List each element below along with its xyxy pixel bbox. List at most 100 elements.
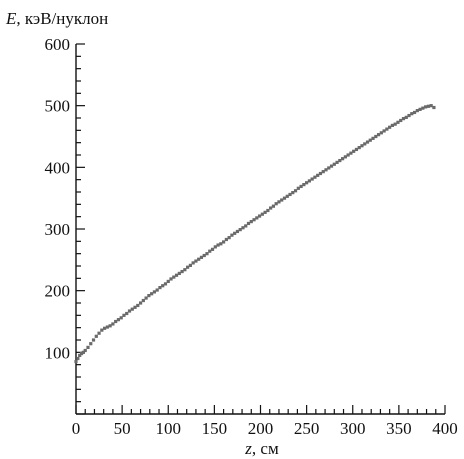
data-point [81,350,85,354]
data-point [188,263,192,267]
x-tick-label: 200 [248,419,274,438]
data-point [266,208,270,213]
data-point [252,218,256,222]
data-point [224,237,228,242]
data-point [277,200,281,204]
data-point [396,120,400,124]
data-point [429,104,433,108]
data-point [341,157,345,161]
data-point [363,142,367,146]
data-point [293,189,298,193]
y-axis-title: E, кэВ/нуклон [5,9,108,28]
data-point [246,221,251,226]
y-tick-label: 300 [45,220,71,239]
data-point [105,325,109,329]
y-tick-label: 500 [45,97,71,116]
data-point [432,105,436,110]
data-point [324,168,328,172]
data-point [97,331,101,335]
y-tick-label: 100 [45,343,71,362]
data-point [271,204,276,208]
data-points [74,104,436,364]
data-point [147,294,151,298]
data-point [222,240,226,244]
data-point [316,173,320,177]
data-point [155,288,159,292]
data-point [255,216,259,220]
data-point [216,243,220,247]
y-axis-symbol: E [5,9,17,28]
data-point [390,123,395,127]
data-point [119,316,123,320]
data-point [166,279,170,284]
data-point [393,122,397,126]
data-point [230,233,234,237]
data-point [385,127,389,131]
data-point [199,255,204,259]
data-point [172,275,176,279]
x-axis-title: z, см [244,439,279,458]
data-point [161,284,165,288]
data-point [158,285,162,290]
data-point [426,104,430,108]
data-point [260,212,264,216]
data-point [388,125,392,129]
data-point [227,236,231,240]
data-point [219,242,223,246]
data-point [186,265,190,269]
data-point [404,115,408,119]
x-tick-label: 0 [72,419,81,438]
x-tick-label: 300 [340,419,366,438]
data-point [399,118,403,123]
data-point [346,153,350,157]
data-point [349,151,353,155]
data-point [169,277,173,281]
data-point [352,149,356,153]
data-point [412,110,417,115]
data-point [177,271,181,275]
data-point [122,313,126,317]
data-point [407,113,411,118]
data-point [410,112,414,116]
data-point [415,109,419,113]
data-point [424,105,428,109]
data-point [150,292,154,296]
x-tick-label: 100 [156,419,182,438]
data-point [138,301,143,305]
data-point [418,107,422,111]
data-point [321,170,325,174]
data-point [299,184,303,189]
data-point [357,146,361,150]
data-point [335,160,339,164]
data-point [305,181,309,185]
x-tick-label: 150 [202,419,228,438]
data-point [116,318,121,322]
data-point [244,224,248,228]
data-point [421,106,425,110]
data-point [307,179,311,183]
data-point [86,345,90,349]
data-point [130,307,134,311]
data-point [180,269,184,274]
x-axis-symbol: z [244,439,252,458]
data-point [368,138,372,142]
data-point [329,164,334,168]
data-point [174,273,179,277]
data-point [332,162,336,166]
x-tick-label: 350 [386,419,412,438]
data-point [327,166,331,170]
axes: 0 50 100 150 200 250 300 350 400 100 200 300 400 500 6… [45,35,458,438]
data-point [280,198,284,202]
data-point [296,186,300,190]
data-point [194,259,198,263]
data-point [241,226,245,230]
data-point [102,326,107,330]
data-point [379,131,383,135]
data-point [78,353,82,358]
data-point [233,231,237,235]
data-point [79,351,84,356]
y-tick-label: 600 [45,35,71,54]
data-point [382,129,386,133]
data-point [76,356,80,361]
